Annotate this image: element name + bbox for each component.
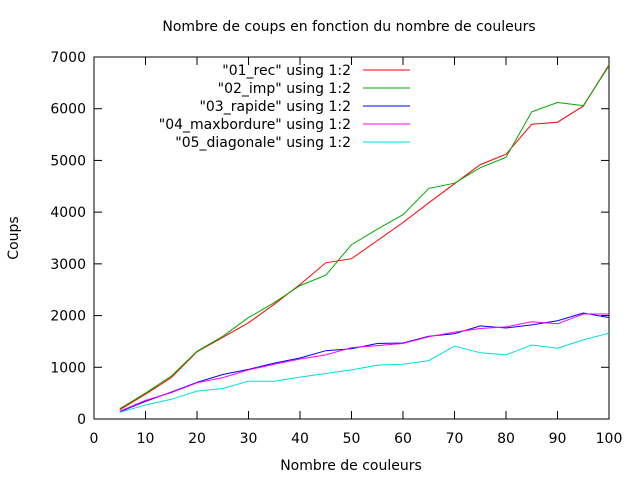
y-tick-label: 5000 (50, 153, 86, 169)
series-lines (119, 64, 610, 413)
y-tick-label: 0 (77, 412, 86, 428)
x-tick-label: 100 (596, 431, 623, 447)
legend-label-1: "01_rec" using 1:2 (222, 63, 351, 79)
series-line-2 (119, 65, 610, 410)
legend-label-4: "04_maxbordure" using 1:2 (159, 117, 351, 133)
legend-label-3: "03_rapide" using 1:2 (199, 99, 351, 115)
y-tick-label: 2000 (50, 309, 86, 325)
series-line-4 (119, 313, 609, 412)
legend: "01_rec" using 1:2 "02_imp" using 1:2 "03_… (159, 63, 410, 151)
x-tick-label: 80 (497, 431, 515, 447)
x-tick-label: 70 (446, 431, 464, 447)
series-line-5 (119, 332, 610, 413)
y-tick-label: 1000 (50, 360, 86, 376)
series-line-3 (119, 312, 610, 413)
x-tick-label: 60 (394, 431, 412, 447)
y-axis: 0 1000 2000 3000 4000 5000 6000 7000 (50, 50, 609, 428)
y-tick-label: 4000 (50, 205, 86, 221)
series-line-1 (119, 64, 610, 411)
legend-label-2: "02_imp" using 1:2 (218, 81, 351, 97)
x-tick-label: 40 (291, 431, 309, 447)
x-tick-label: 20 (188, 431, 206, 447)
y-tick-label: 6000 (50, 102, 86, 118)
y-tick-label: 3000 (50, 257, 86, 273)
x-tick-label: 30 (240, 431, 258, 447)
x-axis-label: Nombre de couleurs (280, 458, 422, 474)
chart-title: Nombre de coups en fonction du nombre de… (162, 19, 535, 35)
x-tick-label: 10 (137, 431, 155, 447)
legend-label-5: "05_diagonale" using 1:2 (175, 135, 351, 151)
x-tick-label: 50 (343, 431, 361, 447)
y-tick-label: 7000 (50, 50, 86, 66)
x-tick-label: 90 (549, 431, 567, 447)
y-axis-label: Coups (6, 216, 22, 259)
x-tick-label: 0 (90, 431, 99, 447)
x-axis: 0 10 20 30 40 50 60 70 80 90 100 (90, 57, 623, 447)
